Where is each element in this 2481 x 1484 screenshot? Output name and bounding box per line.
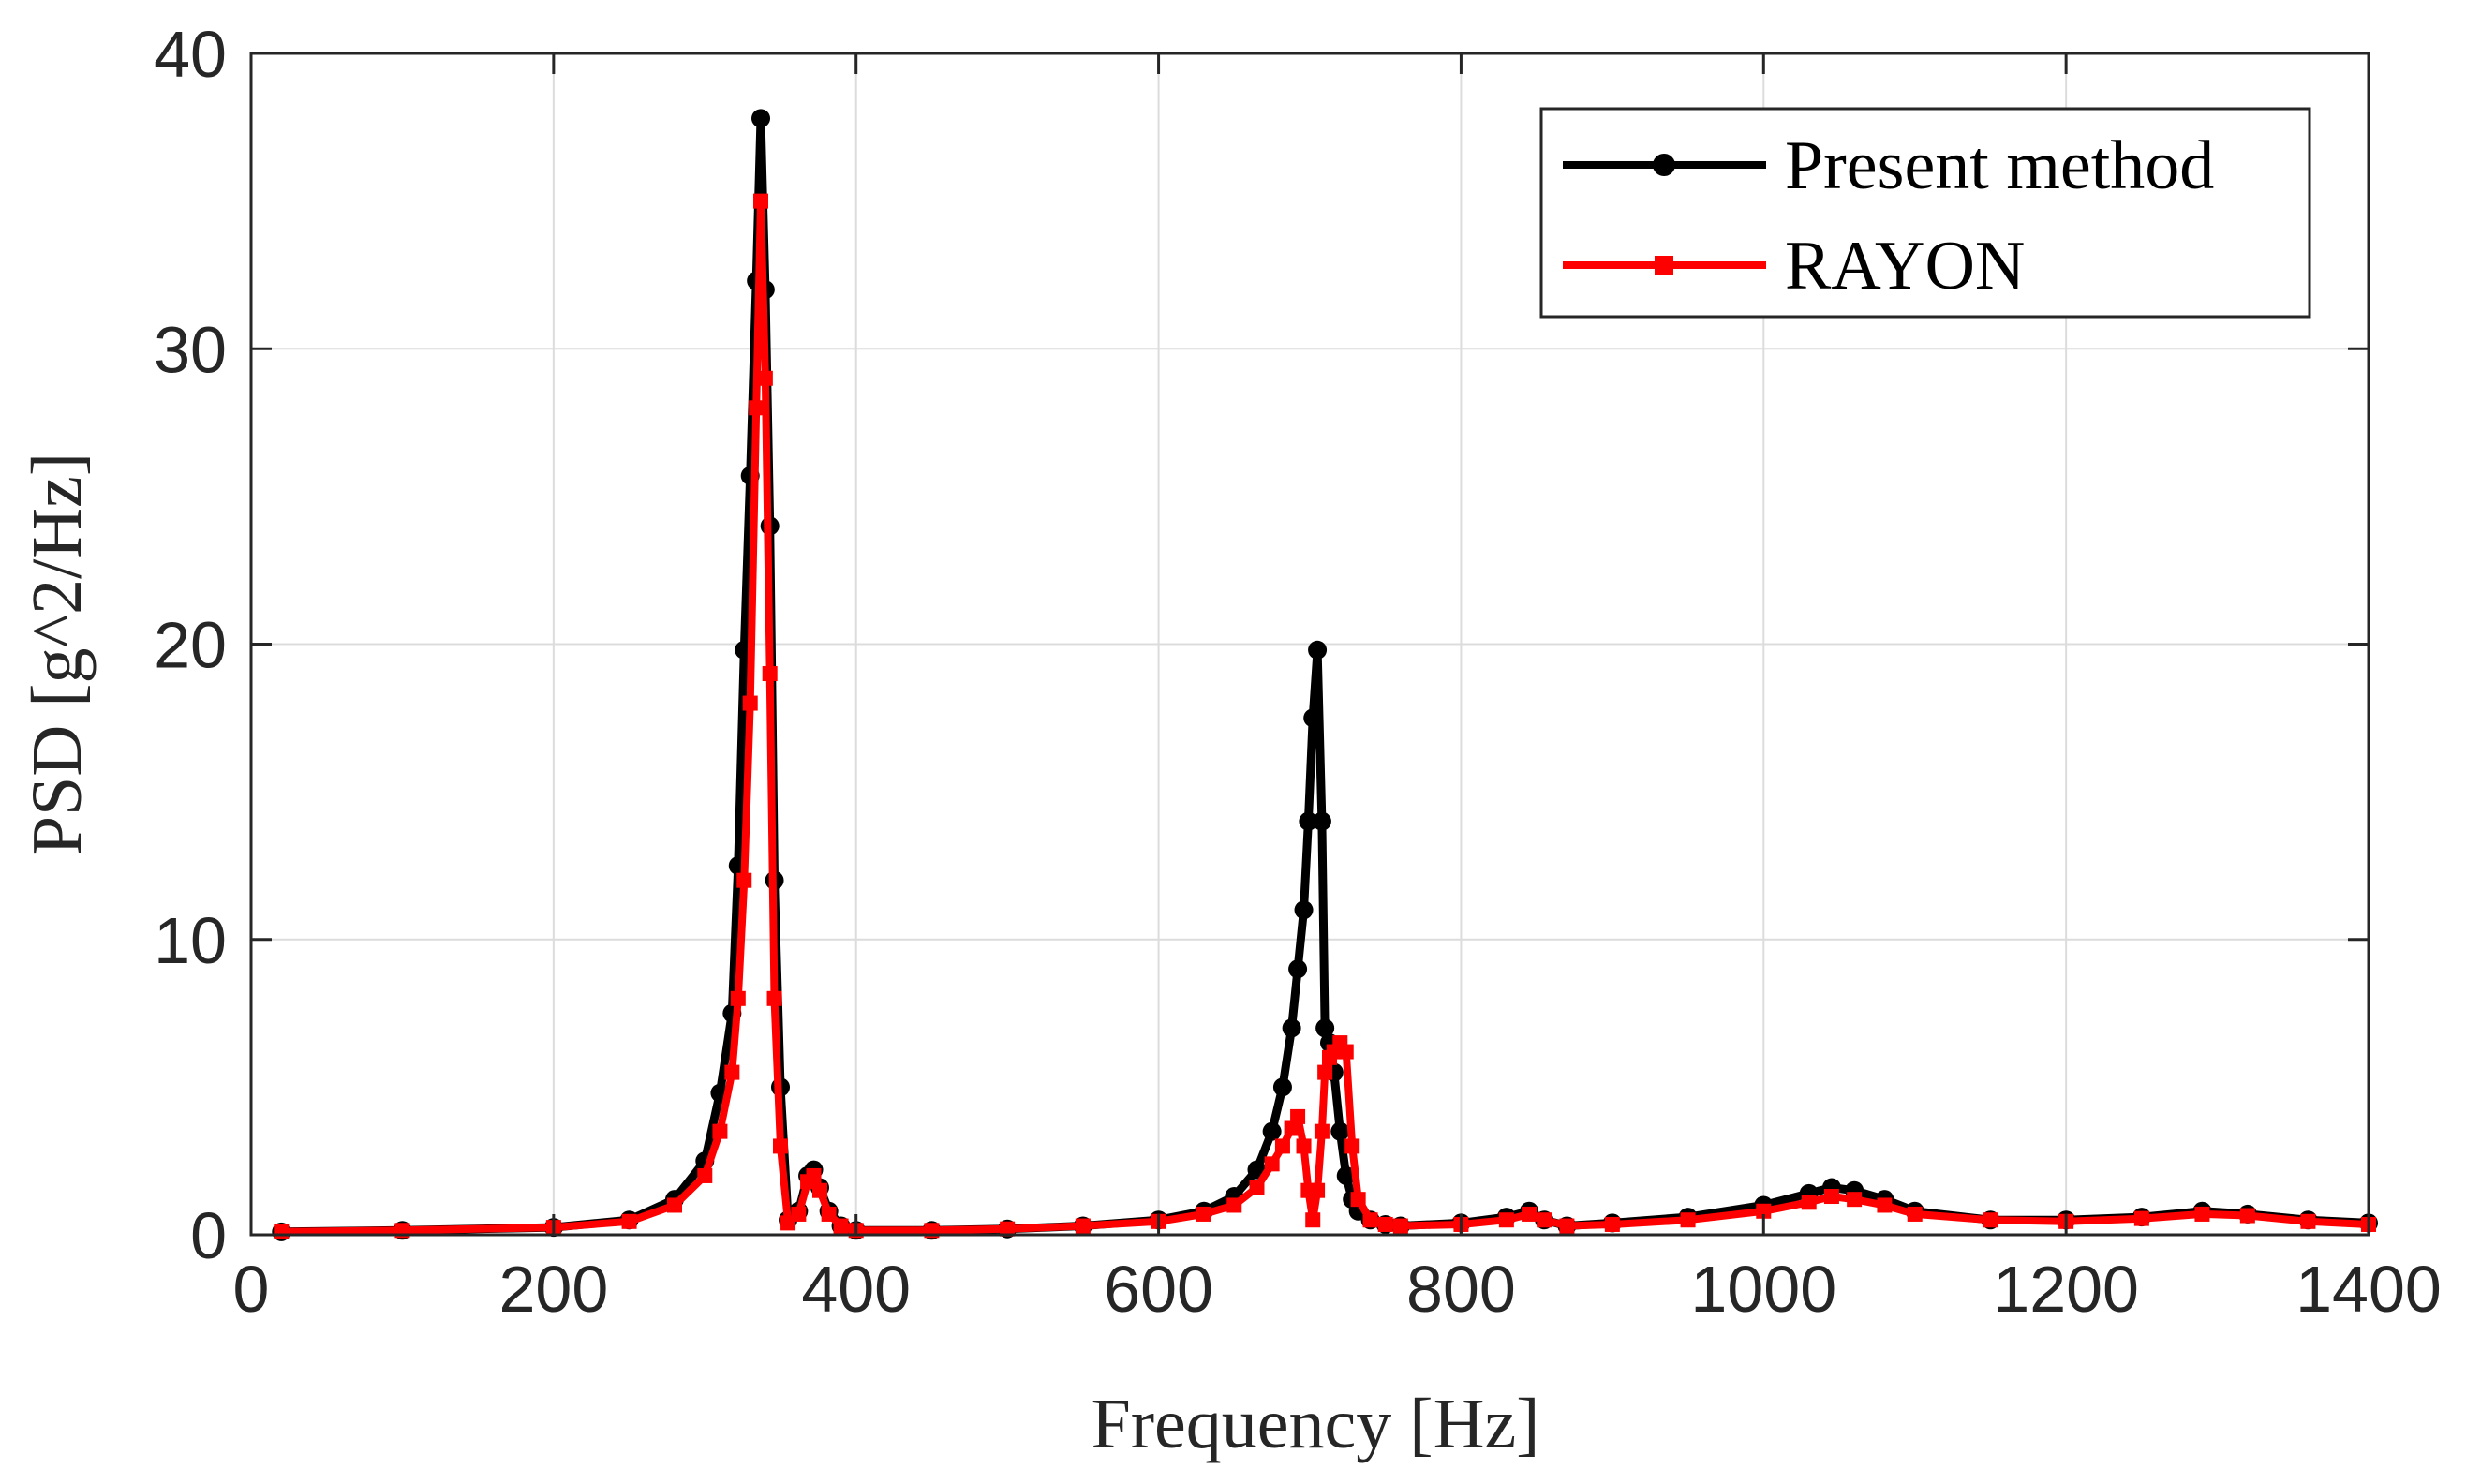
data-point [1362,1212,1378,1228]
data-point [1559,1218,1575,1234]
y-tick-label: 20 [154,609,227,682]
data-point [1847,1192,1863,1208]
data-point [1877,1197,1893,1213]
data-point [1336,1165,1356,1185]
data-point [1315,1018,1335,1038]
data-point [1604,1216,1620,1232]
y-axis-label: PSD [g^2/Hz] [18,453,97,855]
data-point [2133,1210,2149,1226]
x-tick-label: 200 [498,1253,608,1326]
data-point [1284,1120,1300,1136]
x-tick-label: 0 [233,1253,270,1326]
data-point [667,1197,682,1213]
legend-label-rayon: RAYON [1785,228,2025,304]
data-point [724,1064,740,1080]
legend-marker-rayon [1655,256,1673,275]
data-point [1262,1121,1282,1141]
ticks [249,52,2370,1237]
legend-box [1539,107,2311,319]
x-tick-label: 400 [801,1253,911,1326]
data-point [1350,1192,1366,1208]
data-point [753,193,769,209]
data-point [736,872,752,888]
data-point [811,1182,827,1198]
legend-entry-present-method: Present method [1563,127,2214,204]
x-axis-label: Frequency [Hz] [1091,1385,1539,1463]
data-point [274,1224,290,1239]
data-point [621,1213,637,1229]
x-tick-label: 1400 [2295,1253,2442,1326]
data-point [1330,1121,1350,1141]
data-point [1312,811,1331,831]
y-tick-label: 30 [154,313,227,386]
y-tick-label: 10 [154,904,227,977]
data-point [791,1206,807,1222]
data-point [1288,959,1308,979]
data-point [730,990,746,1006]
data-point [1317,1064,1333,1080]
data-point [1226,1197,1242,1213]
data-point [1249,1180,1265,1195]
data-point [1075,1218,1091,1234]
data-point [762,666,778,682]
data-point [1305,1212,1321,1228]
tick-labels: 0 200 400 600 800 1000 1200 1400 0 10 20 30 40 [154,18,2442,1326]
data-point [751,109,771,128]
x-tick-label: 1200 [1993,1253,2139,1326]
x-tick-label: 800 [1406,1253,1516,1326]
legend: Present method RAYON [1539,107,2311,319]
data-point [742,695,758,711]
data-point [1272,1077,1292,1097]
data-point [1308,640,1328,660]
data-point [1907,1206,1923,1222]
data-point [1392,1218,1408,1234]
data-point [806,1167,822,1183]
data-point [1537,1212,1552,1228]
data-point [1344,1138,1360,1154]
x-tick-label: 600 [1104,1253,1213,1326]
data-point [712,1123,728,1139]
data-point [1294,900,1314,920]
data-point [757,370,773,386]
data-point [1377,1216,1393,1232]
data-point [1303,708,1323,728]
data-point [766,990,782,1006]
data-point [773,1138,788,1154]
data-point [2194,1206,2210,1222]
data-point [1756,1203,1772,1219]
data-point [821,1206,837,1222]
data-point [1282,1018,1301,1038]
data-point [1522,1206,1538,1222]
data-point [2300,1213,2316,1229]
y-tick-label: 0 [190,1199,227,1272]
data-point [1338,1044,1354,1060]
data-point [1264,1156,1280,1172]
data-point [1296,1138,1312,1154]
data-point [1983,1212,1998,1228]
data-point [1823,1189,1839,1205]
data-point [1680,1212,1696,1228]
legend-entry-rayon: RAYON [1563,228,2025,304]
y-tick-label: 40 [154,18,227,91]
data-point [1000,1221,1016,1237]
data-point [1310,1182,1326,1198]
data-point [749,400,765,416]
data-point [1498,1212,1514,1228]
data-point [697,1167,713,1183]
legend-label-present-method: Present method [1785,127,2214,204]
data-point [2239,1208,2255,1224]
data-point [1314,1123,1330,1139]
data-point [1196,1206,1211,1222]
x-tick-label: 1000 [1690,1253,1836,1326]
legend-marker-present-method [1653,154,1675,176]
data-point [1290,1108,1306,1124]
data-point [1274,1138,1290,1154]
data-point [833,1218,849,1234]
data-point [1801,1195,1817,1210]
data-point [1299,811,1318,831]
